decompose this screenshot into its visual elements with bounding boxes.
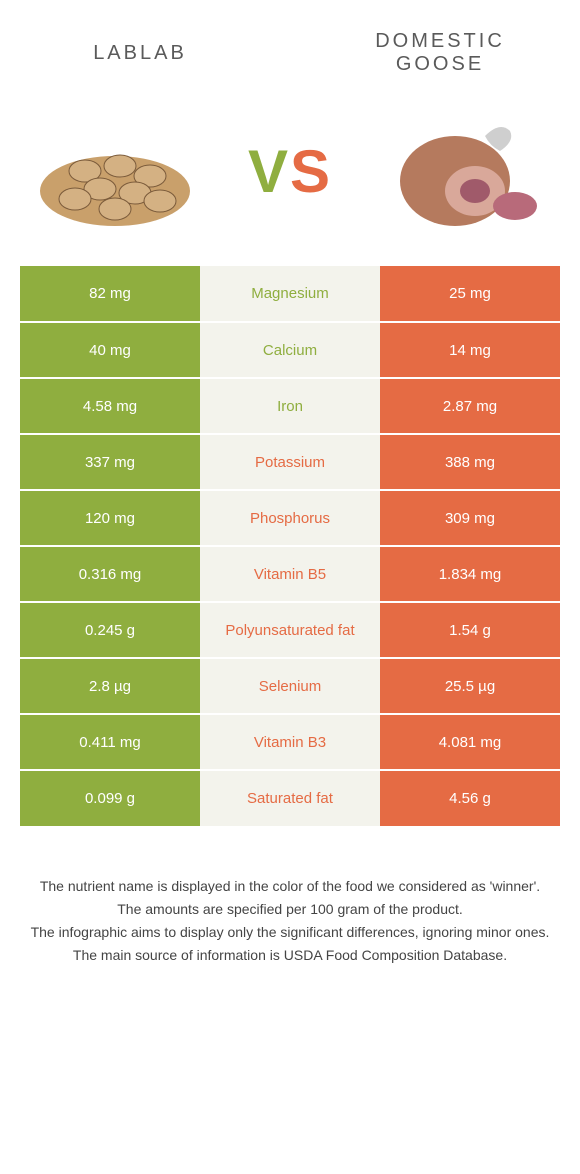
footer-line: The amounts are specified per 100 gram o… [30,899,550,920]
left-value: 0.245 g [20,602,200,658]
left-value: 0.411 mg [20,714,200,770]
right-value: 388 mg [380,434,560,490]
right-food-image [380,106,550,236]
nutrient-label: Polyunsaturated fat [200,602,380,658]
nutrient-row: 0.099 gSaturated fat4.56 g [20,770,560,826]
nutrient-label: Iron [200,378,380,434]
left-value: 0.316 mg [20,546,200,602]
vs-label: VS [248,137,332,206]
left-value: 0.099 g [20,770,200,826]
nutrient-label: Phosphorus [200,490,380,546]
nutrient-row: 120 mgPhosphorus309 mg [20,490,560,546]
left-value: 40 mg [20,322,200,378]
left-value: 120 mg [20,490,200,546]
footer-line: The nutrient name is displayed in the co… [30,876,550,897]
left-value: 2.8 µg [20,658,200,714]
right-value: 2.87 mg [380,378,560,434]
nutrient-row: 4.58 mgIron2.87 mg [20,378,560,434]
nutrient-row: 82 mgMagnesium25 mg [20,266,560,322]
left-value: 337 mg [20,434,200,490]
nutrient-table: 82 mgMagnesium25 mg40 mgCalcium14 mg4.58… [20,266,560,826]
header-row: LABLAB DOMESTIC GOOSE [0,0,580,86]
right-value: 1.54 g [380,602,560,658]
left-value: 82 mg [20,266,200,322]
vs-row: VS [0,86,580,266]
right-food-title: DOMESTIC GOOSE [340,30,540,76]
right-value: 4.56 g [380,770,560,826]
nutrient-label: Saturated fat [200,770,380,826]
footer-notes: The nutrient name is displayed in the co… [0,826,580,966]
nutrient-label: Magnesium [200,266,380,322]
left-food-image [30,106,200,236]
nutrient-label: Potassium [200,434,380,490]
right-value: 1.834 mg [380,546,560,602]
vs-s: S [290,138,332,205]
left-value: 4.58 mg [20,378,200,434]
nutrient-row: 337 mgPotassium388 mg [20,434,560,490]
right-value: 14 mg [380,322,560,378]
nutrient-row: 0.316 mgVitamin B51.834 mg [20,546,560,602]
nutrient-row: 0.245 gPolyunsaturated fat1.54 g [20,602,560,658]
right-value: 25.5 µg [380,658,560,714]
nutrient-label: Vitamin B3 [200,714,380,770]
right-value: 4.081 mg [380,714,560,770]
footer-line: The infographic aims to display only the… [30,922,550,943]
right-value: 309 mg [380,490,560,546]
right-value: 25 mg [380,266,560,322]
left-food-title: LABLAB [40,42,240,65]
nutrient-label: Calcium [200,322,380,378]
nutrient-label: Vitamin B5 [200,546,380,602]
nutrient-row: 2.8 µgSelenium25.5 µg [20,658,560,714]
vs-v: V [248,138,290,205]
nutrient-label: Selenium [200,658,380,714]
nutrient-row: 40 mgCalcium14 mg [20,322,560,378]
footer-line: The main source of information is USDA F… [30,945,550,966]
nutrient-row: 0.411 mgVitamin B34.081 mg [20,714,560,770]
